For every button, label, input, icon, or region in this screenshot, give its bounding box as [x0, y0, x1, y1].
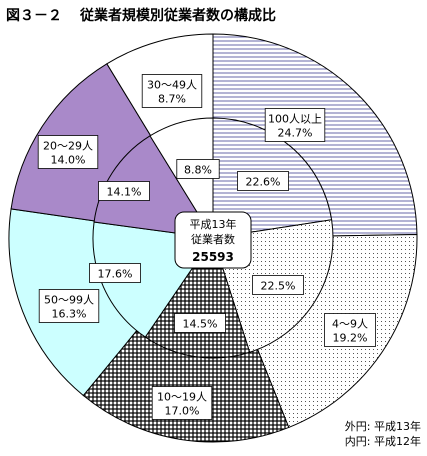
- inner-label-text-3-0: 17.6%: [98, 268, 133, 281]
- center-line1: 平成13年: [190, 217, 237, 231]
- inner-label-text-5-0: 8.8%: [184, 164, 212, 177]
- figure-number: 図３－２: [6, 8, 62, 24]
- outer-label-text-3-0: 50～99人: [44, 294, 94, 307]
- inner-label-text-2-0: 14.5%: [183, 318, 218, 331]
- outer-label-text-1-1: 19.2%: [333, 332, 368, 345]
- title-text: 従業者規模別従業者数の構成比: [80, 8, 276, 24]
- inner-label-box-0: [237, 171, 289, 191]
- inner-label-box-5: [176, 159, 220, 179]
- outer-label-text-1-0: 4～9人: [332, 318, 368, 331]
- center-box: [174, 211, 252, 269]
- outer-label-box-4: [37, 135, 99, 169]
- inner-label-box-3: [89, 263, 141, 283]
- legend-inner: 内円: 平成12年: [344, 435, 421, 448]
- chart-title: 図３－２ 従業者規模別従業者数の構成比: [6, 5, 276, 25]
- outer-label-text-0-0: 100人以上: [268, 113, 322, 126]
- outer-label-text-4-0: 20～29人: [43, 140, 93, 153]
- outer-label-text-2-0: 10～19人: [157, 391, 207, 404]
- outer-label-box-5: [141, 74, 203, 108]
- inner-label-box-2: [174, 313, 226, 333]
- outer-label-text-2-1: 17.0%: [165, 405, 200, 418]
- legend-outer: 外円: 平成13年: [344, 420, 421, 433]
- inner-label-text-1-0: 22.5%: [261, 280, 296, 293]
- outer-label-box-2: [151, 386, 213, 420]
- outer-label-box-3: [38, 289, 100, 323]
- outer-label-box-1: [324, 313, 376, 347]
- outer-label-text-5-1: 8.7%: [158, 93, 186, 106]
- outer-label-text-0-1: 24.7%: [278, 127, 313, 140]
- outer-label-text-5-0: 30～49人: [147, 79, 197, 92]
- outer-label-box-0: [264, 108, 326, 142]
- inner-label-text-4-0: 14.1%: [107, 186, 142, 199]
- outer-label-text-4-1: 14.0%: [51, 154, 86, 167]
- inner-label-box-4: [98, 181, 150, 201]
- inner-label-box-1: [252, 275, 304, 295]
- outer-label-text-3-1: 16.3%: [52, 308, 87, 321]
- inner-ring: [92, 117, 334, 359]
- center-total: 25593: [192, 250, 234, 264]
- inner-label-text-0-0: 22.6%: [246, 176, 281, 189]
- center-label: 平成13年 従業者数 25593: [174, 211, 252, 269]
- center-line2: 従業者数: [191, 233, 235, 246]
